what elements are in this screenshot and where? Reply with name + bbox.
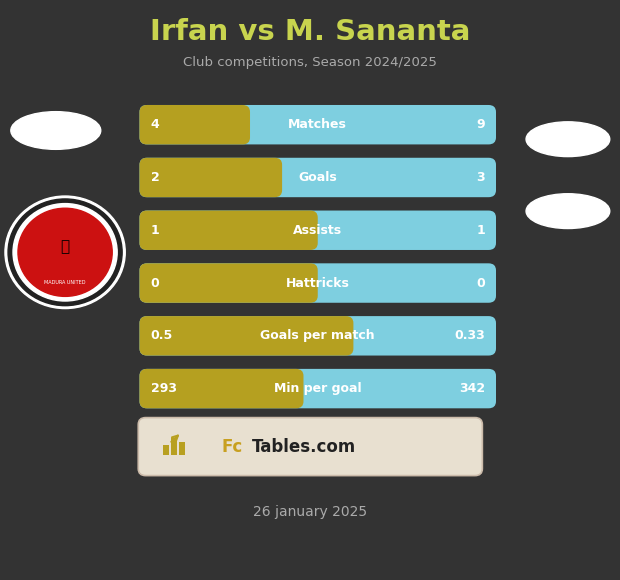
Text: 2: 2 [151, 171, 159, 184]
Text: Matches: Matches [288, 118, 347, 131]
FancyBboxPatch shape [140, 105, 496, 144]
FancyBboxPatch shape [163, 445, 169, 455]
Text: 342: 342 [459, 382, 485, 395]
FancyBboxPatch shape [140, 105, 250, 144]
Text: Tables.com: Tables.com [252, 437, 356, 456]
FancyBboxPatch shape [140, 211, 318, 250]
Text: Club competitions, Season 2024/2025: Club competitions, Season 2024/2025 [183, 56, 437, 68]
Text: 0.5: 0.5 [151, 329, 173, 342]
Text: Hattricks: Hattricks [286, 277, 350, 289]
Text: 26 january 2025: 26 january 2025 [253, 505, 367, 519]
FancyBboxPatch shape [140, 316, 496, 356]
FancyBboxPatch shape [140, 316, 353, 356]
FancyBboxPatch shape [140, 263, 318, 303]
Ellipse shape [526, 122, 610, 157]
Text: 4: 4 [151, 118, 159, 131]
FancyBboxPatch shape [140, 211, 496, 250]
Text: 0: 0 [151, 277, 159, 289]
Text: MADURA UNITED: MADURA UNITED [45, 280, 86, 285]
Text: 293: 293 [151, 382, 177, 395]
Text: Min per goal: Min per goal [274, 382, 361, 395]
FancyBboxPatch shape [140, 158, 282, 197]
Text: Irfan vs M. Sananta: Irfan vs M. Sananta [150, 18, 470, 46]
FancyBboxPatch shape [140, 369, 304, 408]
Text: 0: 0 [476, 277, 485, 289]
Circle shape [13, 204, 117, 301]
Text: 9: 9 [476, 118, 485, 131]
Text: 1: 1 [476, 224, 485, 237]
FancyBboxPatch shape [179, 442, 185, 455]
Text: Fc: Fc [222, 437, 243, 456]
FancyBboxPatch shape [138, 418, 482, 476]
Text: 3: 3 [476, 171, 485, 184]
FancyBboxPatch shape [140, 263, 496, 303]
FancyBboxPatch shape [140, 369, 496, 408]
Ellipse shape [526, 194, 610, 229]
Text: 🐂: 🐂 [61, 239, 69, 254]
Text: 0.33: 0.33 [454, 329, 485, 342]
Circle shape [8, 199, 122, 306]
Circle shape [18, 208, 112, 296]
FancyBboxPatch shape [140, 158, 496, 197]
Text: Goals: Goals [298, 171, 337, 184]
Circle shape [5, 196, 125, 309]
Text: Goals per match: Goals per match [260, 329, 375, 342]
Ellipse shape [11, 111, 100, 150]
FancyBboxPatch shape [171, 438, 177, 455]
Text: 1: 1 [151, 224, 159, 237]
Text: Assists: Assists [293, 224, 342, 237]
